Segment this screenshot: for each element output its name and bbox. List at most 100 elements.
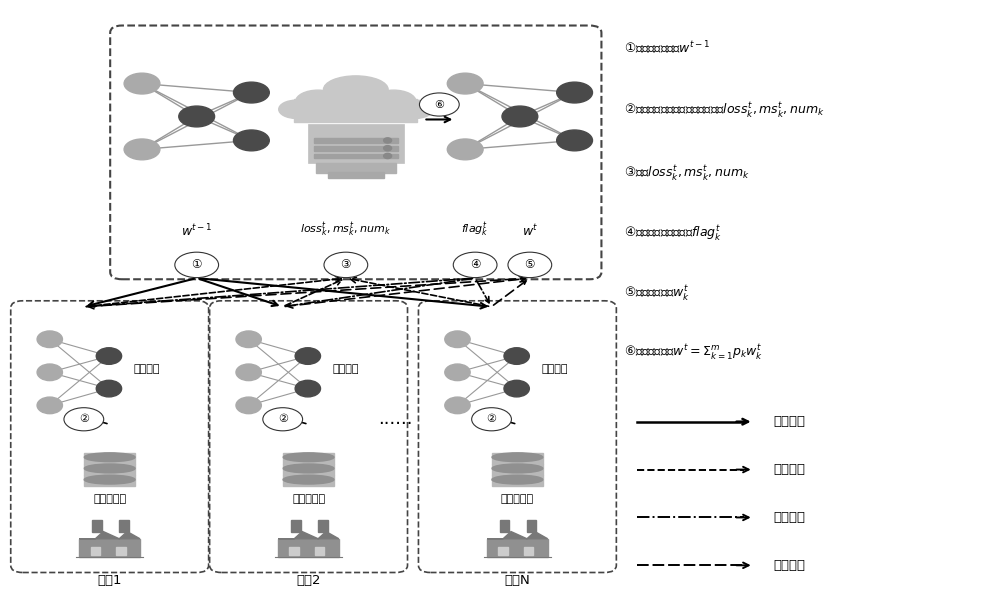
Text: ⑤上传局部模型$w^t_k$: ⑤上传局部模型$w^t_k$ [624, 283, 691, 303]
Text: 下发参数: 下发参数 [773, 511, 805, 524]
Ellipse shape [419, 93, 459, 116]
Bar [487, 539, 548, 557]
Ellipse shape [236, 364, 261, 381]
Ellipse shape [37, 364, 62, 381]
Ellipse shape [283, 453, 334, 461]
Bar [500, 519, 509, 532]
Ellipse shape [295, 348, 321, 364]
Bar [314, 146, 398, 150]
Ellipse shape [283, 475, 334, 484]
Text: 下发模型: 下发模型 [773, 415, 805, 428]
Bar [278, 539, 339, 557]
Bar [84, 475, 135, 486]
Text: 本地模型: 本地模型 [332, 364, 359, 374]
Text: ①: ① [191, 259, 202, 271]
Ellipse shape [64, 408, 104, 431]
Bar [92, 519, 102, 532]
Ellipse shape [233, 130, 269, 151]
Bar [291, 519, 301, 532]
Text: 本地数据集: 本地数据集 [501, 494, 534, 504]
Bar [316, 162, 396, 173]
Text: ⑥聚合全局模型$w^t = \Sigma^m_{k=1} p_k w^t_k$: ⑥聚合全局模型$w^t = \Sigma^m_{k=1} p_k w^t_k$ [624, 343, 764, 362]
Text: $w^{t-1}$: $w^{t-1}$ [181, 222, 213, 239]
Ellipse shape [492, 475, 543, 484]
Text: ......: ...... [378, 410, 413, 428]
Ellipse shape [447, 139, 483, 160]
Bar [314, 153, 398, 158]
Bar [91, 547, 100, 554]
Text: ③: ③ [341, 259, 351, 271]
Ellipse shape [371, 90, 416, 113]
Bar [318, 519, 328, 532]
Ellipse shape [504, 381, 529, 397]
Bar [314, 138, 398, 143]
FancyBboxPatch shape [210, 301, 408, 573]
Bar [283, 475, 334, 486]
Bar [527, 519, 536, 532]
Text: 本地数据集: 本地数据集 [93, 494, 126, 504]
Text: ①选择并下发模型$w^{t-1}$: ①选择并下发模型$w^{t-1}$ [624, 39, 711, 56]
Ellipse shape [508, 252, 552, 278]
Ellipse shape [504, 348, 529, 364]
Text: ②训练本地差分隐私模型，并计算$loss^t_k, ms^t_k, num_k$: ②训练本地差分隐私模型，并计算$loss^t_k, ms^t_k, num_k$ [624, 101, 825, 120]
Bar [283, 464, 334, 475]
Ellipse shape [323, 76, 388, 103]
Polygon shape [79, 532, 140, 539]
Ellipse shape [124, 139, 160, 160]
Bar [498, 547, 508, 554]
Bar [119, 519, 129, 532]
Text: 上传参数: 上传参数 [773, 463, 805, 476]
Bar [84, 453, 135, 464]
Ellipse shape [236, 331, 261, 347]
Text: ②: ② [487, 414, 497, 424]
Ellipse shape [492, 475, 543, 484]
Ellipse shape [175, 252, 219, 278]
Ellipse shape [84, 475, 135, 484]
Ellipse shape [557, 130, 592, 151]
Text: ④选择并下发上传许可$flag^t_k$: ④选择并下发上传许可$flag^t_k$ [624, 223, 723, 243]
Ellipse shape [96, 348, 122, 364]
Bar [79, 539, 140, 557]
Ellipse shape [472, 408, 511, 431]
FancyBboxPatch shape [110, 25, 601, 279]
Ellipse shape [124, 73, 160, 94]
Ellipse shape [233, 82, 269, 103]
Ellipse shape [445, 331, 470, 347]
Bar [283, 453, 334, 464]
Ellipse shape [384, 153, 392, 159]
Ellipse shape [445, 397, 470, 414]
Ellipse shape [279, 100, 314, 118]
Text: ③上传$loss^t_k, ms^t_k, num_k$: ③上传$loss^t_k, ms^t_k, num_k$ [624, 164, 750, 183]
Ellipse shape [84, 453, 135, 461]
Text: ⑤: ⑤ [525, 259, 535, 271]
Text: 工厂N: 工厂N [505, 574, 530, 587]
Text: 本地模型: 本地模型 [133, 364, 160, 374]
Ellipse shape [492, 464, 543, 473]
Bar [492, 464, 543, 475]
Text: 工厂2: 工厂2 [296, 574, 321, 587]
Bar [294, 98, 417, 123]
Ellipse shape [492, 453, 543, 461]
Polygon shape [487, 532, 548, 539]
Ellipse shape [96, 381, 122, 397]
Ellipse shape [384, 146, 392, 151]
Ellipse shape [37, 397, 62, 414]
Text: 本地数据集: 本地数据集 [292, 494, 325, 504]
Text: $w^t$: $w^t$ [522, 223, 538, 239]
Ellipse shape [295, 381, 321, 397]
Text: ④: ④ [470, 259, 480, 271]
Text: 本地模型: 本地模型 [541, 364, 568, 374]
Bar [524, 547, 533, 554]
FancyBboxPatch shape [308, 124, 404, 163]
Text: $flag^t_k$: $flag^t_k$ [461, 220, 489, 239]
Ellipse shape [453, 252, 497, 278]
Ellipse shape [384, 138, 392, 143]
Bar [492, 475, 543, 486]
Text: 工厂1: 工厂1 [97, 574, 122, 587]
Ellipse shape [236, 397, 261, 414]
Ellipse shape [283, 475, 334, 484]
Ellipse shape [502, 106, 538, 127]
Bar [328, 172, 384, 178]
Ellipse shape [283, 464, 334, 473]
Bar [289, 547, 299, 554]
